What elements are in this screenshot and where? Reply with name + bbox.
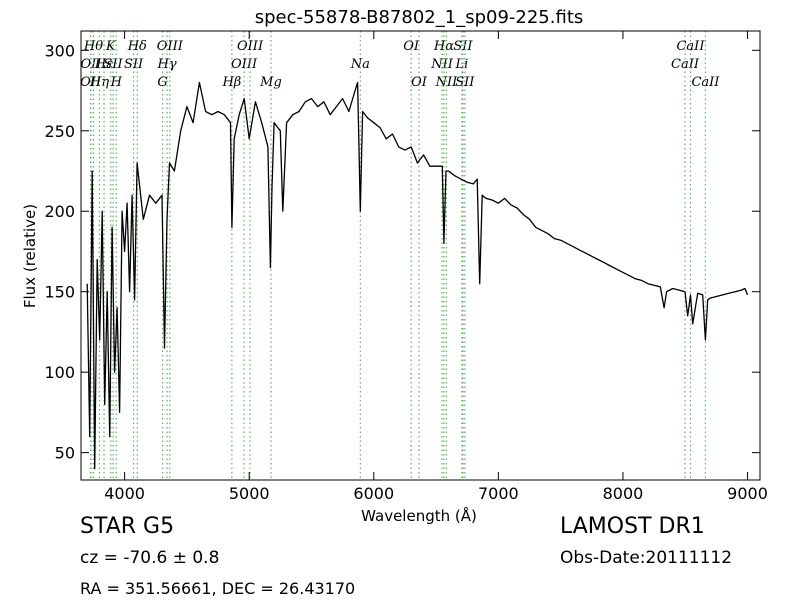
line-marker-label-0: OII [80,75,102,90]
line-marker-label-23: Li [454,57,468,72]
line-marker-label-20: NII [430,57,454,72]
line-marker-label-13: Hβ [221,75,241,90]
line-marker-label-10: G [157,75,167,90]
x-tick-label-5: 9000 [727,484,768,503]
x-tick-label-2: 6000 [353,484,394,503]
spectrum-line-0 [86,81,749,470]
emission-line-markers: OIIOIIHθHηHεKSIIHSIIHδGHγOIIIHβOIIIOIIIM… [80,31,720,480]
axes: 4000 5000 6000 7000 8000 9000 50 100 150 200 250 30… [44,30,768,503]
y-tick-label-2: 150 [44,283,75,302]
line-marker-label-9: Hδ [127,39,147,54]
y-axis-label: Flux (relative) [21,204,39,308]
line-marker-label-11: Hγ [157,57,177,72]
x-tick-label-1: 5000 [229,484,270,503]
line-marker-label-4: Hε [94,57,113,72]
line-marker-label-3: Hη [89,75,109,90]
line-marker-label-2: Hθ [83,39,103,54]
line-marker-label-24: SII [453,39,473,54]
line-marker-label-17: Na [350,57,370,72]
line-marker-label-5: K [105,39,117,54]
y-tick-label-4: 250 [44,122,75,141]
plot-frame [80,30,761,481]
y-tick-label-1: 100 [44,363,75,382]
redshift-text: cz = -70.6 ± 0.8 [80,548,220,568]
line-marker-label-12: OIII [157,39,184,54]
y-tick-label-3: 200 [44,202,75,221]
chart-title: spec-55878-B87802_1_sp09-225.fits [255,7,584,28]
line-marker-label-18: OI [403,39,420,54]
line-marker-label-7: H [110,75,123,90]
survey-name: LAMOST DR1 [560,514,705,539]
line-marker-label-19: OI [411,75,428,90]
x-tick-label-4: 8000 [603,484,644,503]
line-marker-label-25: SII [455,75,475,90]
line-marker-label-8: SII [124,57,144,72]
y-tick-label-0: 50 [55,444,75,463]
y-tick-label-5: 300 [44,41,75,60]
line-marker-label-27: CaII [676,39,705,54]
coordinates: RA = 351.56661, DEC = 26.43170 [80,579,356,598]
x-tick-label-0: 4000 [104,484,145,503]
line-marker-label-6: SII [103,57,123,72]
line-marker-label-22: NII [435,75,459,90]
line-marker-label-21: Hα [433,39,454,54]
object-class: STAR G5 [80,514,175,539]
line-marker-label-28: CaII [691,75,720,90]
spectrum-series [86,81,749,470]
line-marker-label-16: Mg [259,75,282,90]
line-marker-label-1: OII [80,57,102,72]
line-marker-label-15: OIII [237,39,264,54]
line-marker-label-26: CaII [671,57,700,72]
x-axis-label: Wavelength (Å) [361,506,477,525]
line-marker-label-14: OIII [231,57,258,72]
observation-date: Obs-Date:20111112 [560,548,733,568]
x-tick-label-3: 7000 [478,484,519,503]
